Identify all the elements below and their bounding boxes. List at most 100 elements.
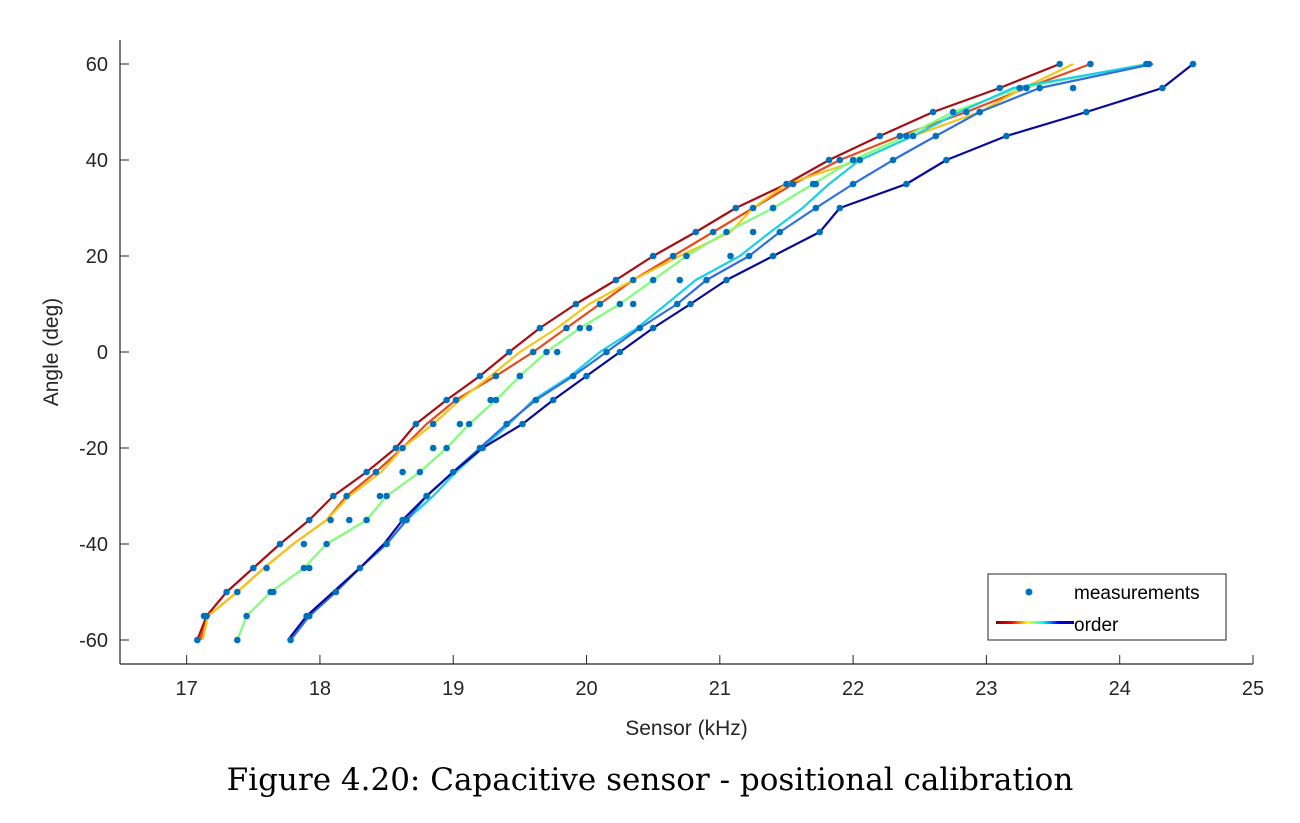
- measurement-point: [300, 564, 308, 572]
- measurement-point: [673, 300, 681, 308]
- series-line-1: [196, 62, 1061, 641]
- measurement-point: [669, 252, 677, 260]
- measurement-point: [776, 228, 784, 236]
- measurement-point: [487, 396, 494, 404]
- measurement-point: [809, 180, 817, 188]
- measurement-point: [532, 396, 540, 404]
- measurement-point: [1069, 84, 1077, 92]
- measurement-point: [423, 492, 430, 500]
- measurement-point: [1016, 84, 1023, 92]
- measurement-point: [376, 492, 384, 500]
- measurement-point: [456, 420, 464, 428]
- measurement-point: [516, 372, 524, 380]
- series-lines: [196, 62, 1194, 641]
- measurement-point: [783, 180, 790, 188]
- x-tick-label: 25: [1242, 678, 1264, 700]
- measurement-point: [949, 108, 957, 116]
- series-line-7: [287, 63, 1194, 641]
- series-line-2: [198, 62, 1091, 641]
- x-tick-label: 23: [975, 678, 997, 700]
- measurement-point: [356, 564, 364, 572]
- measurement-point: [963, 108, 970, 116]
- measurement-point: [452, 396, 460, 404]
- measurement-point: [629, 300, 637, 308]
- measurement-point: [343, 492, 350, 500]
- measurement-point: [505, 348, 513, 356]
- measurement-point: [346, 516, 353, 524]
- measurement-point: [745, 252, 753, 260]
- measurement-point: [616, 300, 624, 308]
- measurement-point: [636, 324, 644, 332]
- figure-caption: Figure 4.20: Capacitive sensor - positio…: [226, 762, 1074, 798]
- measurement-point: [416, 468, 424, 476]
- measurement-point: [616, 348, 624, 356]
- measurement-point: [703, 276, 710, 284]
- y-tick-label: 60: [86, 54, 108, 76]
- measurement-point: [243, 612, 250, 620]
- x-tick-label: 20: [575, 678, 597, 700]
- measurement-point: [306, 564, 313, 572]
- measurement-point: [399, 444, 406, 452]
- axes: 17 18 19 20 21 22 23 24 25 -60 -40 -20 0 20 40 60: [79, 40, 1264, 700]
- measurement-point: [629, 276, 637, 284]
- measurement-point: [769, 204, 777, 212]
- measurement-point: [1036, 84, 1043, 92]
- measurement-point: [323, 540, 330, 548]
- measurement-point: [727, 252, 734, 260]
- measurement-point: [649, 324, 657, 332]
- series-line-3: [201, 63, 1074, 641]
- measurement-point: [649, 252, 657, 260]
- measurement-point: [492, 396, 500, 404]
- legend-measurements-marker: [1025, 588, 1033, 596]
- measurement-point: [903, 132, 910, 140]
- measurement-point: [327, 516, 334, 524]
- measurement-point: [876, 132, 884, 140]
- x-tick-label: 22: [842, 678, 864, 700]
- measurement-point: [932, 132, 940, 140]
- measurement-point: [443, 444, 450, 452]
- measurement-point: [929, 108, 937, 116]
- measurement-point: [429, 420, 437, 428]
- legend: measurements order: [987, 573, 1227, 641]
- measurement-point: [723, 276, 730, 284]
- measurement-point: [549, 396, 557, 404]
- measurement-point: [585, 324, 593, 332]
- measurement-point: [572, 300, 580, 308]
- measurement-point: [996, 84, 1003, 92]
- measurement-point: [1189, 60, 1197, 68]
- measurement-point: [649, 276, 657, 284]
- measurement-point: [363, 516, 370, 524]
- measurement-point: [825, 156, 833, 164]
- legend-order-label: order: [1074, 615, 1119, 636]
- measurement-point: [479, 444, 486, 452]
- measurement-point: [789, 180, 797, 188]
- measurement-point: [1023, 84, 1030, 92]
- measurement-point: [816, 228, 824, 236]
- x-tick-label: 21: [709, 678, 731, 700]
- measurement-point: [583, 372, 590, 380]
- y-tick-label: -40: [79, 534, 108, 556]
- measurement-point: [943, 156, 950, 164]
- measurement-point: [732, 204, 740, 212]
- measurement-point: [596, 300, 604, 308]
- measurement-point: [769, 252, 777, 260]
- measurement-point: [576, 324, 584, 332]
- measurement-point: [519, 420, 526, 428]
- measurement-point: [603, 348, 610, 356]
- measurement-point: [234, 588, 241, 596]
- x-tick-label: 17: [176, 678, 198, 700]
- y-tick-label: -20: [79, 438, 108, 460]
- measurement-point: [234, 636, 241, 644]
- measurement-point: [194, 636, 201, 644]
- measurement-point: [223, 588, 230, 596]
- series-line-6: [289, 62, 1154, 641]
- measurement-point: [332, 588, 340, 596]
- measurement-point: [363, 468, 370, 476]
- measurement-point: [492, 372, 500, 380]
- measurement-point: [1083, 108, 1090, 116]
- measurement-point: [749, 204, 757, 212]
- measurement-point: [749, 228, 757, 236]
- measurement-point: [543, 348, 550, 356]
- measurement-point: [392, 444, 400, 452]
